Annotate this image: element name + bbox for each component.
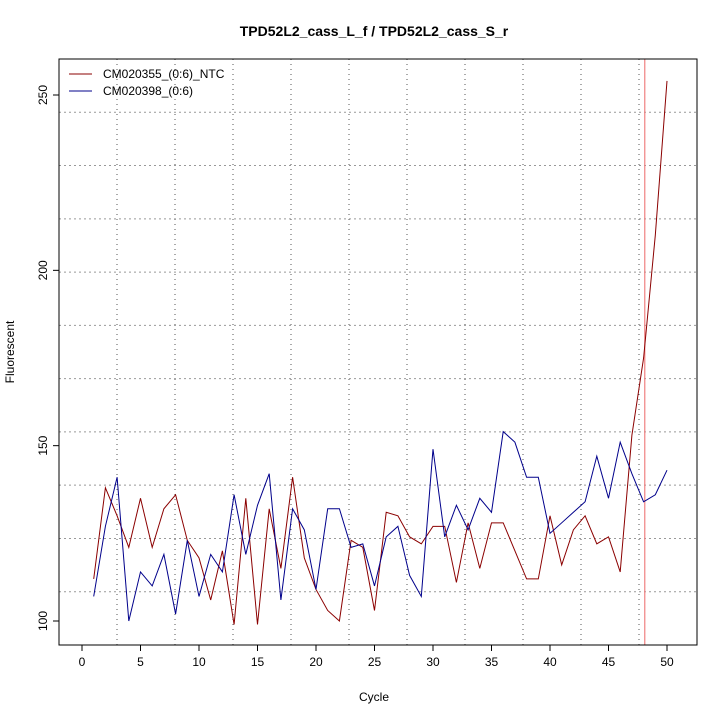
legend-label: CM020355_(0:6)_NTC — [103, 67, 225, 81]
y-axis-label: Fluorescent — [3, 320, 17, 383]
x-axis-label: Cycle — [359, 690, 389, 704]
legend: CM020355_(0:6)_NTC CM020398_(0:6) — [69, 67, 225, 98]
y-tick-label: 250 — [36, 85, 50, 105]
chart-title: TPD52L2_cass_L_f / TPD52L2_cass_S_r — [240, 23, 509, 39]
x-tick-label: 30 — [426, 655, 440, 669]
x-tick-label: 0 — [79, 655, 86, 669]
y-tick-label: 100 — [36, 611, 50, 631]
x-tick-label: 40 — [543, 655, 557, 669]
series-lines — [93, 80, 668, 625]
plot-frame — [58, 58, 698, 646]
grid — [59, 59, 697, 645]
x-tick-label: 15 — [251, 655, 265, 669]
y-axis: 100 150 200 250 — [36, 85, 60, 631]
x-tick-label: 25 — [368, 655, 382, 669]
y-tick-label: 200 — [36, 260, 50, 280]
x-tick-label: 50 — [660, 655, 674, 669]
series-line-1 — [93, 430, 668, 622]
y-tick-label: 150 — [36, 435, 50, 455]
legend-label: CM020398_(0:6) — [103, 84, 193, 98]
x-tick-label: 10 — [192, 655, 206, 669]
x-tick-label: 20 — [309, 655, 323, 669]
x-tick-label: 45 — [602, 655, 616, 669]
x-tick-label: 5 — [137, 655, 144, 669]
x-tick-label: 35 — [485, 655, 499, 669]
series-line-0 — [93, 80, 668, 625]
x-axis: 0 5 10 15 20 25 30 35 40 45 50 — [79, 644, 674, 669]
